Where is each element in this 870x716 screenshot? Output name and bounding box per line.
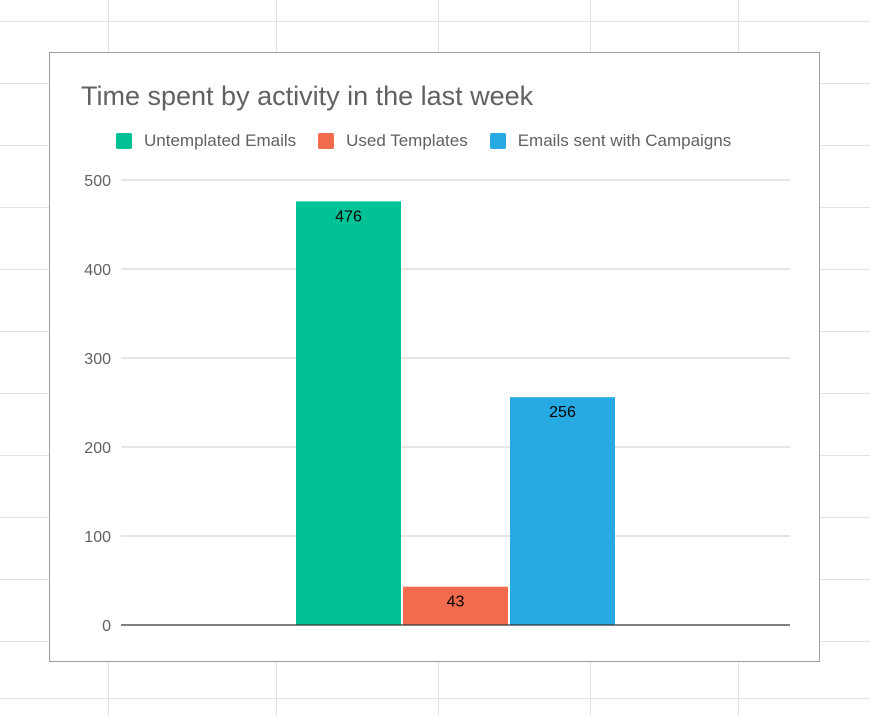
y-tick-label-200: 200 [84,440,111,457]
legend-item-used-templates[interactable]: Used Templates [318,131,468,151]
bar-emails-sent-with-campaigns[interactable] [510,397,615,625]
data-label-emails-sent-with-campaigns: 256 [549,404,576,421]
data-label-untemplated-emails: 476 [335,208,362,225]
legend-label-untemplated-emails: Untemplated Emails [144,131,297,150]
legend-swatch-used-templates [318,133,335,149]
y-tick-label-500: 500 [84,173,111,190]
chart-card[interactable]: Time spent by activity in the last week … [49,52,820,662]
legend-item-emails-sent-with-campaigns[interactable]: Emails sent with Campaigns [489,131,732,151]
y-tick-label-0: 0 [102,618,111,635]
y-tick-label-300: 300 [84,351,111,368]
legend-label-emails-sent-with-campaigns: Emails sent with Campaigns [517,131,732,150]
data-label-used-templates: 43 [447,594,465,611]
legend-label-used-templates: Used Templates [346,131,468,150]
legend-swatch-emails-sent-with-campaigns [489,133,506,149]
plot-area: 0 100 200 300 400 500 476 43 256 [84,173,790,635]
chart-legend: Untemplated Emails Used Templates Emails… [116,131,753,151]
bar-used-templates[interactable] [403,586,508,625]
y-tick-label-400: 400 [84,262,111,279]
legend-swatch-untemplated-emails [116,133,132,149]
chart-title: Time spent by activity in the last week [81,81,534,111]
legend-item-untemplated-emails[interactable]: Untemplated Emails [116,131,296,151]
bar-untemplated-emails[interactable] [296,201,401,626]
y-tick-label-100: 100 [84,529,111,546]
